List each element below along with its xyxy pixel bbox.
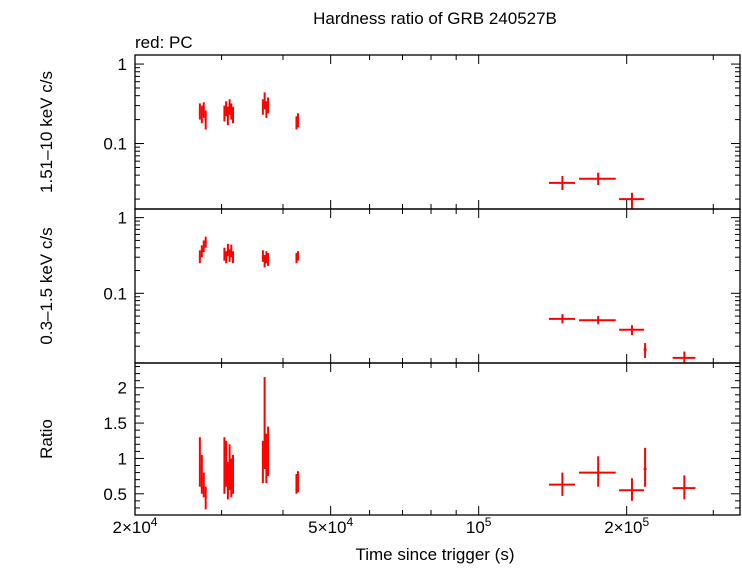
panel-ratio-frame <box>134 362 741 516</box>
panel-hard-y-label: 1.51–10 keV c/s <box>37 71 56 193</box>
panel-soft-frame <box>134 208 741 364</box>
data-point <box>228 99 231 115</box>
data-point <box>579 316 616 325</box>
x-tick-label: 105 <box>466 515 492 537</box>
panels: 10.110.10.511.52 <box>103 54 741 516</box>
data-point <box>265 433 268 484</box>
x-tick-label: 2×105 <box>604 515 649 537</box>
data-point <box>265 101 268 118</box>
data-point <box>225 440 228 487</box>
data-point <box>267 97 270 114</box>
panel-soft-y-label: 0.3–1.5 keV c/s <box>37 227 56 344</box>
data-point <box>267 426 270 477</box>
panel-hard-y-tick-label: 0.1 <box>103 135 127 154</box>
panel-soft-y-tick-label: 1 <box>118 209 127 228</box>
data-point <box>672 351 696 363</box>
data-point <box>200 454 203 494</box>
data-point <box>232 454 235 494</box>
data-point <box>202 240 205 253</box>
data-point <box>643 447 647 487</box>
x-axis-label: Time since trigger (s) <box>355 545 514 564</box>
data-point <box>548 472 575 496</box>
data-point <box>202 102 205 118</box>
data-point <box>263 377 266 470</box>
data-point <box>263 92 266 110</box>
data-point <box>295 116 298 130</box>
data-point <box>226 106 229 126</box>
chart-subtitle: red: PC <box>135 33 193 52</box>
data-point <box>619 325 645 336</box>
data-point <box>223 247 226 261</box>
data-point <box>643 343 647 358</box>
panel-ratio: 0.5 1 1.5 2 <box>103 362 741 516</box>
data-point <box>228 249 231 262</box>
data-point <box>202 472 205 498</box>
data-point <box>619 478 645 501</box>
data-point <box>200 105 203 124</box>
data-point <box>198 437 201 487</box>
panel-soft: 10.1 <box>103 208 741 364</box>
data-point <box>204 110 207 130</box>
panel-hard: 10.1 <box>103 54 741 210</box>
panel-ratio-y-label: Ratio <box>37 419 56 459</box>
data-point <box>296 113 299 128</box>
data-point <box>579 456 616 487</box>
data-point <box>223 105 226 122</box>
data-point <box>296 471 299 493</box>
data-point <box>204 486 207 510</box>
data-point <box>548 314 575 324</box>
data-point <box>548 176 575 191</box>
panel-ratio-y-tick-label: 1 <box>118 449 127 468</box>
x-tick-labels: 2×104 5×104 105 2×105 <box>113 515 650 537</box>
data-point <box>672 475 696 500</box>
data-point <box>225 101 228 117</box>
x-tick-label: 2×104 <box>113 515 158 537</box>
data-point <box>225 251 228 264</box>
data-point <box>230 103 233 120</box>
data-point <box>230 244 233 258</box>
data-point <box>295 253 298 264</box>
data-point <box>261 440 264 484</box>
data-point <box>261 99 264 115</box>
data-point <box>228 444 231 491</box>
data-point <box>198 250 201 264</box>
panel-soft-y-tick-label: 0.1 <box>103 284 127 303</box>
data-point <box>198 103 201 120</box>
data-point <box>295 473 298 494</box>
data-point <box>232 251 235 264</box>
data-point <box>267 253 270 266</box>
panel-hard-frame <box>134 54 741 210</box>
data-point <box>226 461 229 500</box>
data-point <box>263 255 266 268</box>
x-tick-label: 5×104 <box>308 515 353 537</box>
panel-ratio-y-tick-label: 0.5 <box>103 485 127 504</box>
data-point <box>230 458 233 498</box>
data-point <box>226 243 229 257</box>
panel-ratio-y-tick-label: 2 <box>118 379 127 398</box>
data-point <box>223 437 226 494</box>
data-point <box>296 251 299 261</box>
data-point <box>200 245 203 258</box>
data-point <box>265 251 268 264</box>
panel-ratio-y-tick-label: 1.5 <box>103 414 127 433</box>
data-point <box>261 250 264 262</box>
panel-hard-y-tick-label: 1 <box>118 55 127 74</box>
data-point <box>232 106 235 124</box>
chart-title: Hardness ratio of GRB 240527B <box>313 9 557 28</box>
data-point <box>204 236 207 248</box>
data-point <box>619 192 645 209</box>
data-point <box>579 172 616 186</box>
